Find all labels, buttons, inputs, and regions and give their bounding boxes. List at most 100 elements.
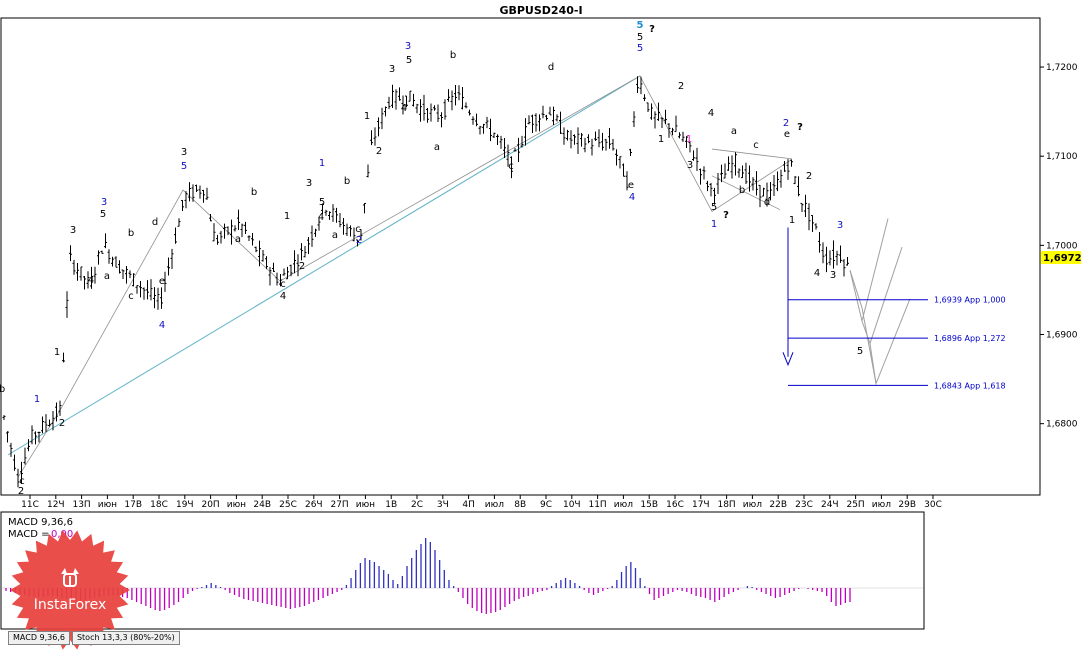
x-tick-label: 30С xyxy=(924,500,942,510)
wave-label: 5 xyxy=(100,209,106,220)
wave-label: 4 xyxy=(318,212,324,223)
wave-label: 1 xyxy=(284,211,290,222)
x-tick-label: июл xyxy=(872,500,891,510)
y-tick-label: 1,6800 xyxy=(1046,420,1078,430)
wave-label: b xyxy=(739,185,745,196)
wave-label: 5 xyxy=(319,197,325,208)
wave-label: 2 xyxy=(356,235,362,246)
wave-label: a xyxy=(104,271,110,282)
wave-label: 5 xyxy=(637,32,643,43)
x-tick-label: 20П xyxy=(201,500,219,510)
x-tick-label: 18С xyxy=(150,500,168,510)
wave-label: 2 xyxy=(18,486,24,497)
x-tick-label: 12Ч xyxy=(47,500,65,510)
x-tick-label: 18П xyxy=(717,500,735,510)
wave-label: 5 xyxy=(637,43,643,54)
wave-label: 1 xyxy=(686,134,692,145)
fib-label: 1,6843 App 1,618 xyxy=(934,381,1006,390)
wave-label: d xyxy=(152,217,158,228)
wave-label: 1 xyxy=(364,111,370,122)
price-axis: 1,7200 1,7100 1,7000 1,6900 1,6800 xyxy=(1040,63,1078,430)
wave-label: 2 xyxy=(806,171,812,182)
tab-macd[interactable]: MACD 9,36,6 xyxy=(8,631,70,645)
wave-label: b xyxy=(0,384,5,395)
wave-label: b xyxy=(450,50,456,61)
wave-label: 4 xyxy=(708,108,714,119)
triangle-lower xyxy=(711,175,781,211)
instaforex-logo: InstaForex xyxy=(10,530,130,650)
x-tick-label: 3Ч xyxy=(437,500,449,510)
wave-label: 1 xyxy=(658,134,664,145)
fib-label: 1,6896 App 1,272 xyxy=(934,334,1006,343)
x-tick-label: 25П xyxy=(846,500,864,510)
bull-icon xyxy=(61,568,79,587)
wave-label: 1 xyxy=(54,347,60,358)
wave-label: c xyxy=(753,140,759,151)
current-price-label: 1,6972 xyxy=(1043,253,1082,264)
wave-label: c xyxy=(280,279,286,290)
x-tick-label: июл xyxy=(614,500,633,510)
wave-label: ? xyxy=(797,122,803,133)
wave-label: 1 xyxy=(789,215,795,226)
x-tick-label: 10Ч xyxy=(563,500,581,510)
wave-label: 4 xyxy=(629,192,635,203)
x-tick-label: 4П xyxy=(462,500,475,510)
wave-label: b xyxy=(251,187,257,198)
wave-labels: bc21123435abcde435bac4121354abc2123354ab… xyxy=(0,20,863,497)
x-tick-label: 17В xyxy=(124,500,142,510)
x-tick-label: 25С xyxy=(279,500,297,510)
wave-label: e xyxy=(628,180,634,191)
wave-label: 5 xyxy=(406,55,412,66)
wave-label: 4 xyxy=(401,103,407,114)
price-panel-frame xyxy=(0,17,1041,496)
wave-label: 1 xyxy=(319,158,325,169)
x-tick-label: 17Ч xyxy=(692,500,710,510)
tab-stoch[interactable]: Stoch 13,3,3 (80%-20%) xyxy=(71,631,180,645)
candles xyxy=(2,76,849,488)
wave-label: 1 xyxy=(711,219,717,230)
x-tick-label: июн xyxy=(98,500,117,510)
indicator-panel-frame xyxy=(0,511,925,630)
y-tick-label: 1,7200 xyxy=(1046,63,1078,73)
wave-label: 3 xyxy=(70,225,76,236)
wave-label: 3 xyxy=(687,160,693,171)
x-tick-label: июл xyxy=(485,500,504,510)
wave-label: 4 xyxy=(88,275,94,286)
x-tick-label: июн xyxy=(356,500,375,510)
wave-label: e xyxy=(784,129,790,140)
wave-label: a xyxy=(731,126,737,137)
wave-label: d xyxy=(764,197,770,208)
x-tick-label: 11П xyxy=(588,500,606,510)
wave-label: d xyxy=(548,62,554,73)
wave-label: 3 xyxy=(837,220,843,231)
wave-label: 5 xyxy=(181,161,187,172)
triangle-upper xyxy=(711,148,793,160)
logo-text: InstaForex xyxy=(34,597,107,613)
projection-lines xyxy=(849,218,911,386)
x-tick-label: 24В xyxy=(253,500,271,510)
projection-path xyxy=(849,270,877,384)
wave-label: a xyxy=(235,234,241,245)
macd-histogram xyxy=(2,538,923,614)
wave-label: 3 xyxy=(405,41,411,52)
wave-label: 2 xyxy=(299,261,305,272)
wave-path xyxy=(17,75,791,478)
wave-label: c xyxy=(19,476,25,487)
x-tick-label: июн xyxy=(227,500,246,510)
x-tick-label: 11С xyxy=(21,500,39,510)
wave-label: e xyxy=(159,276,165,287)
wave-label: b xyxy=(344,176,350,187)
wave-label: 3 xyxy=(389,64,395,75)
wave-label: 3 xyxy=(830,270,836,281)
x-tick-label: 2С xyxy=(411,500,423,510)
wave-label: 4 xyxy=(280,291,286,302)
wave-label: 1 xyxy=(34,394,40,405)
wave-label: 3 xyxy=(181,147,187,158)
x-tick-label: 1В xyxy=(385,500,397,510)
x-tick-label: 24Ч xyxy=(821,500,839,510)
wave-label: b xyxy=(128,228,134,239)
x-tick-label: 13П xyxy=(72,500,90,510)
y-tick-label: 1,6900 xyxy=(1046,331,1078,341)
wave-label: a xyxy=(434,142,440,153)
